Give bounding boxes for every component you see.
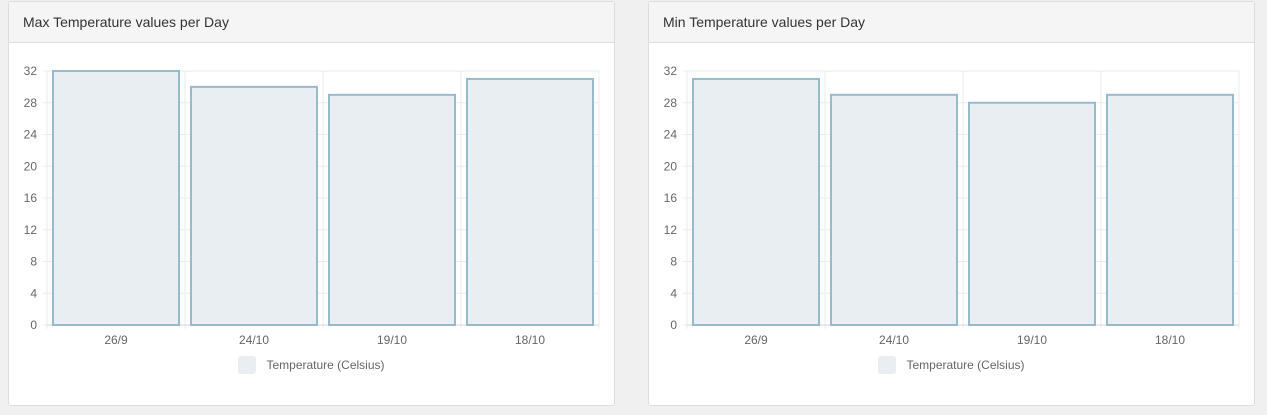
panel-title: Max Temperature values per Day [9, 2, 614, 43]
y-tick-label: 8 [670, 255, 677, 269]
y-tick-label: 16 [24, 191, 38, 205]
y-tick-label: 12 [664, 223, 678, 237]
chart-area: 0 4 8 12 16 20 24 28 32 26/9 24/10 19/10 18/10 Tempe… [9, 43, 614, 405]
x-tick-label: 19/10 [1017, 333, 1047, 347]
bar [190, 85, 318, 326]
legend-label: Temperature (Celsius) [266, 358, 385, 372]
x-tick-label: 18/10 [515, 333, 545, 347]
bar [968, 101, 1096, 326]
legend-label: Temperature (Celsius) [906, 358, 1025, 372]
y-tick-label: 32 [24, 64, 38, 78]
x-tick-label: 26/9 [744, 333, 768, 347]
x-tick-label: 24/10 [239, 333, 269, 347]
chart-legend[interactable]: Temperature (Celsius) [9, 356, 614, 374]
bar [830, 93, 958, 326]
legend-swatch [878, 356, 897, 374]
y-tick-label: 0 [30, 318, 37, 332]
x-tick-label: 26/9 [104, 333, 128, 347]
bar [1106, 93, 1234, 326]
panel-title: Min Temperature values per Day [649, 2, 1254, 43]
min-temperature-chart: 0 4 8 12 16 20 24 28 32 26/9 24/10 19/10 18/10 [664, 64, 1240, 347]
y-tick-label: 28 [664, 96, 678, 110]
max-temperature-chart: 0 4 8 12 16 20 24 28 32 26/9 24/10 19/10 18/10 [24, 64, 600, 347]
y-tick-label: 20 [664, 159, 678, 173]
y-tick-label: 4 [670, 286, 677, 300]
x-tick-label: 19/10 [377, 333, 407, 347]
bar [52, 70, 180, 326]
chart-legend[interactable]: Temperature (Celsius) [649, 356, 1254, 374]
bar [692, 77, 820, 326]
min-temperature-panel: Min Temperature values per Day 0 4 8 12 16 20… [648, 1, 1255, 406]
max-temperature-panel: Max Temperature values per Day 0 4 8 12 16 20… [8, 1, 615, 406]
y-tick-label: 28 [24, 96, 38, 110]
y-tick-label: 8 [30, 255, 37, 269]
x-tick-label: 18/10 [1155, 333, 1185, 347]
y-tick-label: 0 [670, 318, 677, 332]
chart-area: 0 4 8 12 16 20 24 28 32 26/9 24/10 19/10 18/10 Tempe… [649, 43, 1254, 405]
y-tick-label: 24 [664, 128, 678, 142]
bar [328, 93, 456, 326]
y-tick-label: 24 [24, 128, 38, 142]
y-tick-label: 12 [24, 223, 38, 237]
legend-swatch [238, 356, 257, 374]
y-tick-label: 32 [664, 64, 678, 78]
bar [466, 77, 594, 326]
y-tick-label: 16 [664, 191, 678, 205]
y-tick-label: 4 [30, 286, 37, 300]
x-tick-label: 24/10 [879, 333, 909, 347]
y-tick-label: 20 [24, 159, 38, 173]
